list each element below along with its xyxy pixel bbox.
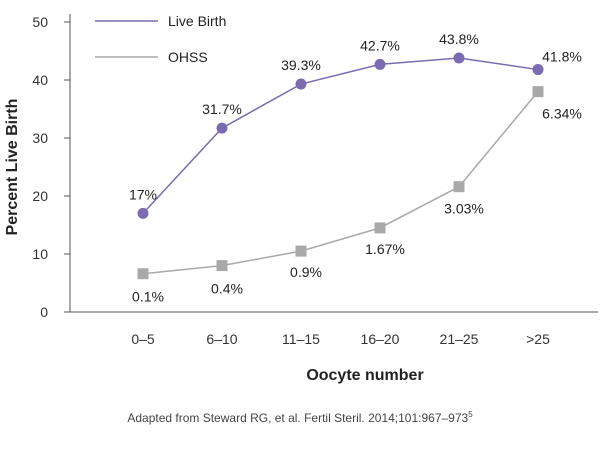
- legend-label-ohss: OHSS: [168, 49, 208, 65]
- ohss-data-label: 3.03%: [444, 201, 484, 217]
- x-tick-label: >25: [526, 331, 550, 347]
- x-axis-title: Oocyte number: [306, 367, 423, 384]
- legend-label-live-birth: Live Birth: [168, 13, 226, 29]
- y-tick-label: 50: [32, 14, 48, 30]
- ohss-data-label: 1.67%: [365, 241, 405, 257]
- x-tick-label: 11–15: [282, 331, 320, 347]
- live-birth-point: [532, 64, 544, 76]
- live-birth-point: [216, 122, 228, 134]
- live-birth-data-label: 39.3%: [281, 57, 321, 73]
- live-birth-data-label: 43.8%: [439, 31, 479, 47]
- ohss-point: [453, 181, 465, 193]
- live-birth-point: [374, 58, 386, 70]
- live-birth-point: [137, 207, 149, 219]
- live-birth-point: [453, 52, 465, 64]
- caption-text: Adapted from Steward RG, et al. Fertil S…: [127, 411, 469, 425]
- live-birth-data-label: 17%: [129, 186, 157, 202]
- source-caption: Adapted from Steward RG, et al. Fertil S…: [0, 410, 600, 425]
- live-birth-data-label: 42.7%: [360, 37, 400, 53]
- x-tick-label: 6–10: [206, 331, 237, 347]
- x-tick-label: 0–5: [131, 331, 155, 347]
- ohss-data-label: 0.9%: [290, 264, 322, 280]
- ohss-point: [137, 268, 149, 280]
- ohss-point: [216, 260, 228, 272]
- live-birth-series-line: [142, 57, 539, 214]
- ohss-data-label: 0.1%: [132, 289, 164, 305]
- line-chart: 0 10 20 30 40 50 0–5 6–10 11–15 16–20 21–25 >25 Oocy…: [4, 13, 598, 384]
- y-tick-label: 20: [32, 188, 48, 204]
- y-tick-label: 40: [32, 72, 48, 88]
- live-birth-point: [295, 78, 307, 90]
- y-axis-title: Percent Live Birth: [4, 99, 21, 236]
- y-tick-label: 10: [32, 246, 48, 262]
- live-birth-data-label: 31.7%: [202, 101, 242, 117]
- x-tick-label: 16–20: [361, 331, 400, 347]
- ohss-data-label: 6.34%: [542, 106, 582, 122]
- ohss-point: [374, 222, 386, 234]
- live-birth-data-label: 41.8%: [542, 49, 582, 65]
- ohss-point: [295, 245, 307, 257]
- ohss-point: [532, 86, 544, 98]
- y-tick-label: 30: [32, 130, 48, 146]
- y-tick-label: 0: [40, 304, 48, 320]
- caption-reference: 5: [468, 410, 473, 419]
- ohss-data-label: 0.4%: [211, 281, 243, 297]
- ohss-series-line: [142, 91, 539, 275]
- x-tick-label: 21–25: [440, 331, 479, 347]
